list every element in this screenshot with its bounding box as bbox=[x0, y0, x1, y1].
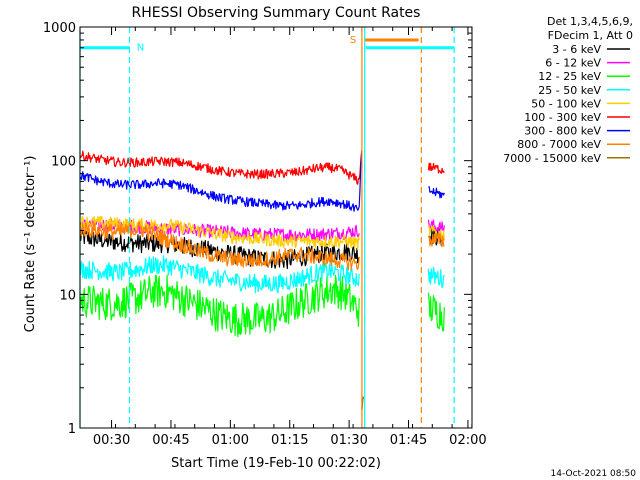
series-line-3 bbox=[79, 274, 445, 338]
x-tick-label: 01:15 bbox=[271, 433, 308, 448]
legend-entry-label: 100 - 300 keV bbox=[524, 111, 601, 124]
series-line-8 bbox=[79, 221, 445, 271]
x-axis-label: Start Time (19-Feb-10 00:22:02) bbox=[171, 456, 381, 471]
legend-entry-label: 3 - 6 keV bbox=[552, 43, 601, 56]
y-tick-label: 10 bbox=[59, 288, 76, 303]
chart-title: RHESSI Observing Summary Count Rates bbox=[132, 5, 421, 21]
x-tick-label: 01:45 bbox=[390, 433, 427, 448]
legend: Det 1,3,4,5,6,9, FDecim 1, Att 0 3 - 6 k… bbox=[503, 15, 633, 165]
footer-timestamp: 14-Oct-2021 08:50 bbox=[551, 469, 637, 479]
series-line-6 bbox=[79, 150, 445, 185]
legend-entry-label: 50 - 100 keV bbox=[531, 97, 601, 110]
y-tick-label: 100 bbox=[51, 155, 76, 170]
flag-label-N: N bbox=[137, 43, 144, 54]
x-tick-label: 00:30 bbox=[93, 433, 130, 448]
legend-entry-label: 12 - 25 keV bbox=[538, 70, 601, 83]
x-tick-label: 01:30 bbox=[330, 433, 367, 448]
series-line-4 bbox=[79, 255, 445, 294]
legend-entry-label: 7000 - 15000 keV bbox=[503, 152, 601, 165]
legend-entry-label: 6 - 12 keV bbox=[545, 57, 601, 70]
flag-label-S: S bbox=[350, 35, 356, 46]
y-axis-label: Count Rate (s⁻¹ detector⁻¹) bbox=[23, 156, 38, 333]
x-tick-label: 00:45 bbox=[152, 433, 189, 448]
series-line-7 bbox=[79, 152, 445, 212]
y-tick-label: 1000 bbox=[43, 21, 76, 36]
series-layer bbox=[79, 150, 445, 410]
axes-layer bbox=[79, 26, 473, 429]
x-tick-label: 01:00 bbox=[212, 433, 249, 448]
legend-entry-label: 25 - 50 keV bbox=[538, 84, 601, 97]
legend-header-line-2: FDecim 1, Att 0 bbox=[548, 29, 633, 42]
x-tick-label: 02:00 bbox=[449, 433, 486, 448]
legend-header-line-1: Det 1,3,4,5,6,9, bbox=[547, 15, 633, 28]
y-tick-label: 1 bbox=[68, 422, 76, 437]
ticks-layer: 00:30 00:45 01:00 01:15 01:30 01:45 02:00 1 10 10… bbox=[43, 21, 487, 448]
legend-entry-label: 300 - 800 keV bbox=[524, 125, 601, 138]
plot-frame bbox=[79, 26, 473, 429]
legend-entry-label: 800 - 7000 keV bbox=[517, 138, 601, 151]
